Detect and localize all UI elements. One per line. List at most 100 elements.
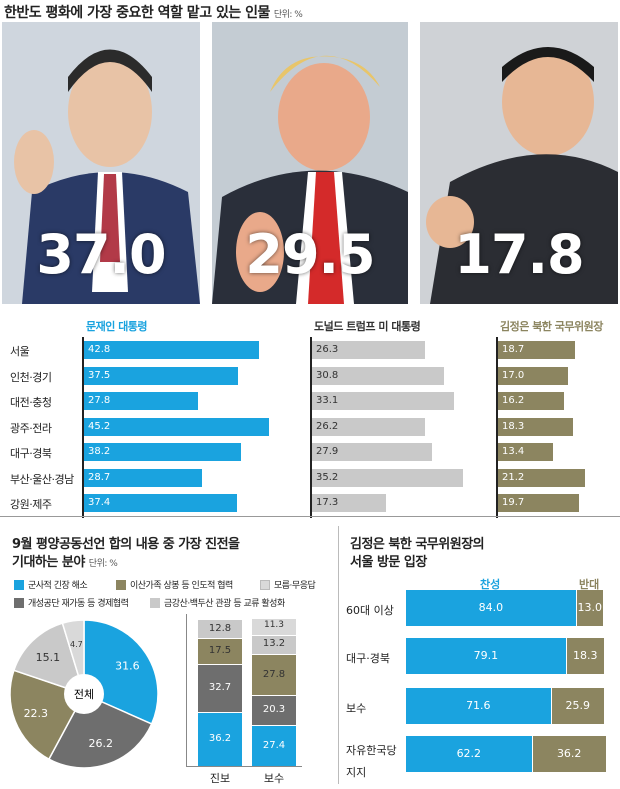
hbar-no (532, 736, 606, 772)
legend-humanitarian: 이산가족 상봉 등 인도적 협력 (116, 578, 233, 591)
hbar-yes-label: 79.1 (473, 649, 499, 662)
region-label: 강원·제주 (10, 498, 52, 511)
hbar-cat-label: 60대 이상 (346, 604, 394, 617)
stack-segment-label: 32.7 (208, 682, 232, 694)
hbar-yes-label: 84.0 (478, 601, 504, 614)
stack-segment-label: 36.2 (208, 733, 232, 745)
bar (498, 468, 585, 487)
legend-swatch (150, 597, 160, 608)
legend-swatch (260, 579, 270, 590)
bar (312, 341, 426, 359)
pie-slice-label: 31.6 (115, 660, 140, 673)
bar-value-label: 37.4 (88, 497, 111, 508)
legend-label: 개성공단 재가동 등 경제협력 (28, 599, 129, 609)
bar-value-label: 13.4 (502, 446, 525, 457)
bar (84, 366, 238, 385)
region-label: 부산·울산·경남 (10, 472, 74, 486)
hbar-cat-label-extra: 지지 (346, 766, 367, 779)
no-header: 반대 (579, 578, 600, 591)
moon-photo: 37.0 (2, 22, 200, 304)
divider (0, 516, 620, 517)
bar-value-label: 16.2 (502, 395, 525, 406)
bar-value-label: 26.3 (316, 344, 339, 355)
legend-label: 군사적 긴장 해소 (28, 581, 88, 591)
bar (84, 392, 198, 410)
hbar-no (566, 638, 604, 674)
hbar-yes (406, 736, 532, 772)
bar (312, 366, 445, 385)
trump-photo: 29.5 (212, 22, 408, 304)
bar (312, 443, 432, 461)
col-header-trump: 도널드 트럼프 미 대통령 (314, 320, 421, 333)
bar-value-label: 33.1 (316, 395, 339, 406)
region-label: 대전·충청 (10, 396, 52, 409)
stack-segment (198, 639, 242, 665)
legend-label: 금강산·백두산 관광 등 교류 활성화 (164, 599, 285, 609)
axis-line (310, 337, 312, 518)
region-label: 광주·전라 (10, 421, 52, 435)
pie-center-hole (64, 674, 104, 714)
bar-value-label: 18.7 (502, 344, 525, 355)
section3-title: 김정은 북한 국무위원장의 서울 방문 입장 (350, 536, 485, 572)
hbar-yes (406, 688, 551, 724)
bar (84, 417, 270, 436)
bar (498, 366, 568, 385)
trump-value: 29.5 (245, 223, 375, 286)
hbar-cat-label: 자유한국당 (346, 744, 397, 757)
legend-economic: 개성공단 재가동 등 경제협력 (14, 596, 129, 609)
trump-photo-illustration (212, 22, 408, 304)
moon-photo-illustration (2, 22, 200, 304)
bar-value-label: 21.2 (502, 471, 525, 483)
bar-value-label: 35.2 (316, 471, 339, 483)
col-header-kim: 김정은 북한 국무위원장 (500, 320, 603, 333)
pie-chart: 전체 31.6 26.2 22.3 15.1 4.7 (9, 619, 159, 769)
kim-value: 17.8 (454, 223, 584, 286)
bar-value-label: 27.8 (88, 395, 111, 406)
pie-slice-label: 22.3 (24, 707, 49, 720)
bar-value-label: 28.7 (88, 471, 111, 483)
bar-value-label: 17.3 (316, 497, 339, 508)
pie-center-label: 전체 (74, 688, 94, 701)
hbar-yes (406, 590, 576, 626)
bar (498, 341, 575, 359)
bar-value-label: 42.8 (88, 344, 111, 355)
stack-segment-label: 11.3 (263, 620, 285, 631)
divider-vertical (338, 526, 339, 784)
bar (498, 417, 574, 436)
legend-label: 이산가족 상봉 등 인도적 협력 (130, 581, 233, 591)
legend-swatch (116, 579, 126, 590)
hbar-yes-label: 71.6 (466, 699, 491, 712)
pie-slice (12, 622, 86, 696)
bar (498, 392, 565, 410)
bar-value-label: 17.0 (502, 369, 525, 381)
stack-axis-bottom (186, 766, 302, 767)
legend-label: 모름·무응답 (274, 581, 316, 591)
stack-segment (198, 713, 242, 766)
page-title: 한반도 평화에 가장 중요한 역할 맡고 있는 인물 단위: % (4, 2, 303, 22)
bar-value-label: 37.5 (88, 369, 111, 381)
hbar-no-label: 25.9 (565, 699, 591, 712)
section2-title-line2: 기대하는 분야 단위: % (12, 554, 240, 573)
bar (84, 443, 241, 461)
hbar-no-label: 18.3 (573, 649, 598, 662)
stack-segment (252, 726, 296, 766)
bar (312, 417, 425, 436)
stack-segment (252, 655, 296, 696)
section2-title-line2-text: 기대하는 분야 (12, 555, 85, 570)
hbar-yes-label: 62.2 (456, 747, 482, 760)
pie-slice-label: 15.1 (36, 651, 61, 664)
stack-segment-label: 27.8 (262, 668, 286, 680)
region-label: 인천·경기 (10, 370, 52, 384)
kim-photo: 17.8 (420, 22, 618, 304)
bar-value-label: 38.2 (88, 446, 111, 457)
hbar-no-label: 36.2 (556, 747, 582, 760)
col-header-moon: 문재인 대통령 (86, 320, 148, 333)
pie-slice-label: 4.7 (70, 640, 83, 649)
bar-value-label: 19.7 (502, 497, 525, 508)
section2-title-line1: 9월 평양공동선언 합의 내용 중 가장 진전을 (12, 537, 240, 552)
legend-tourism: 금강산·백두산 관광 등 교류 활성화 (150, 596, 285, 609)
bar (498, 443, 553, 461)
section3-title-line1: 김정은 북한 국무위원장의 (350, 537, 485, 552)
bar (84, 341, 260, 359)
stack-segment-label: 27.4 (262, 739, 286, 751)
